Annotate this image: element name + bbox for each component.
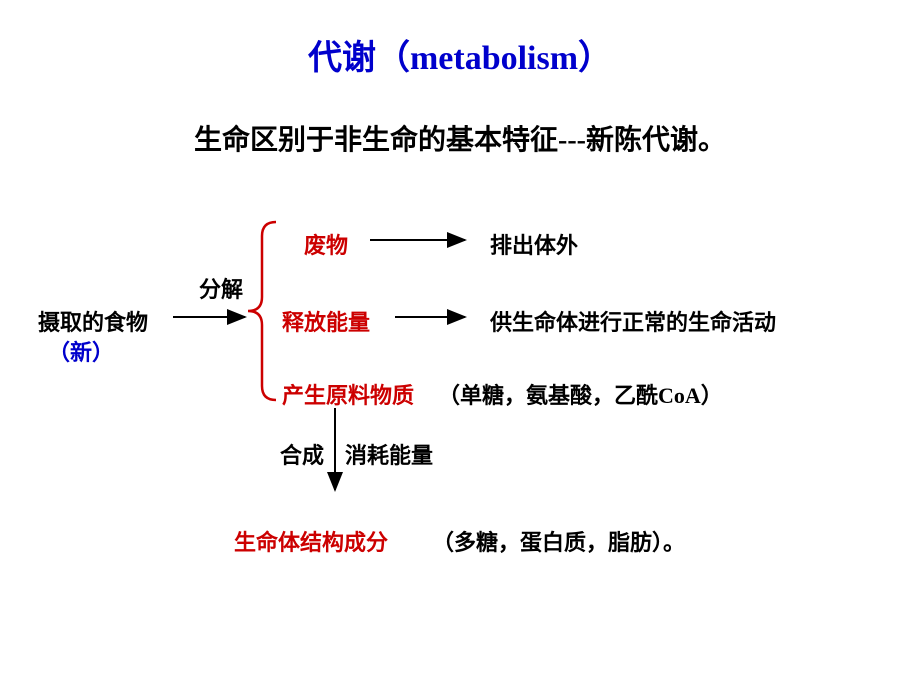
node-new: （新） [48, 335, 114, 367]
node-release: 释放能量 [282, 305, 370, 337]
node-material: 产生原料物质 [282, 378, 414, 410]
node-synthesis: 合成 [280, 438, 324, 470]
node-food: 摄取的食物 [38, 305, 148, 337]
metabolism-diagram: 摄取的食物 （新） 分解 废物 排出体外 释放能量 供生命体进行正常的生命活动 … [0, 190, 920, 590]
node-consume: 消耗能量 [345, 438, 433, 470]
node-decompose: 分解 [199, 272, 243, 304]
node-component-eg: （多糖，蛋白质，脂肪）。 [432, 525, 685, 557]
node-release-out: 供生命体进行正常的生命活动 [490, 305, 776, 337]
node-waste: 废物 [304, 228, 348, 260]
node-material-eg: （单糖，氨基酸，乙酰CoA） [438, 378, 723, 410]
slide-subtitle: 生命区别于非生命的基本特征---新陈代谢。 [0, 118, 920, 158]
node-component: 生命体结构成分 [234, 525, 388, 557]
node-waste-out: 排出体外 [490, 228, 578, 260]
slide-title: 代谢（metabolism） [0, 30, 920, 79]
